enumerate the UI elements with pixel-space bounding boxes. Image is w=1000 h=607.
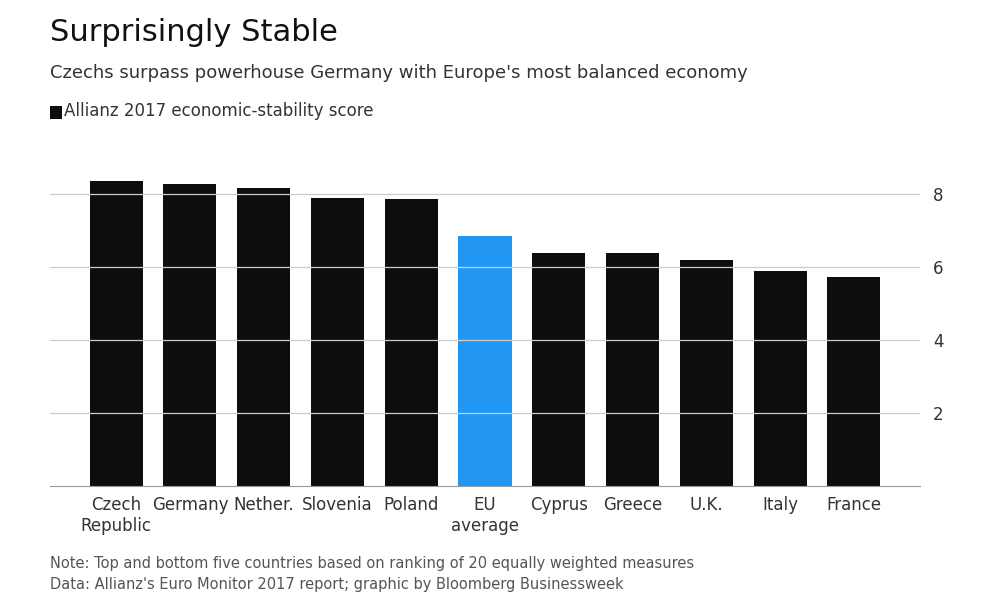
Bar (606, 253, 659, 486)
Text: Note: Top and bottom five countries based on ranking of 20 equally weighted meas: Note: Top and bottom five countries base… (50, 556, 694, 592)
Bar (163, 184, 216, 486)
Bar (458, 236, 512, 486)
Bar (385, 198, 438, 486)
Bar (237, 188, 290, 486)
Bar (90, 181, 143, 486)
Bar (754, 271, 807, 486)
Bar (532, 253, 585, 486)
Text: Czechs surpass powerhouse Germany with Europe's most balanced economy: Czechs surpass powerhouse Germany with E… (50, 64, 748, 82)
Bar (311, 198, 364, 486)
Text: Surprisingly Stable: Surprisingly Stable (50, 18, 338, 47)
Text: Allianz 2017 economic-stability score: Allianz 2017 economic-stability score (64, 102, 374, 120)
Bar (827, 277, 880, 486)
Bar (680, 260, 733, 486)
